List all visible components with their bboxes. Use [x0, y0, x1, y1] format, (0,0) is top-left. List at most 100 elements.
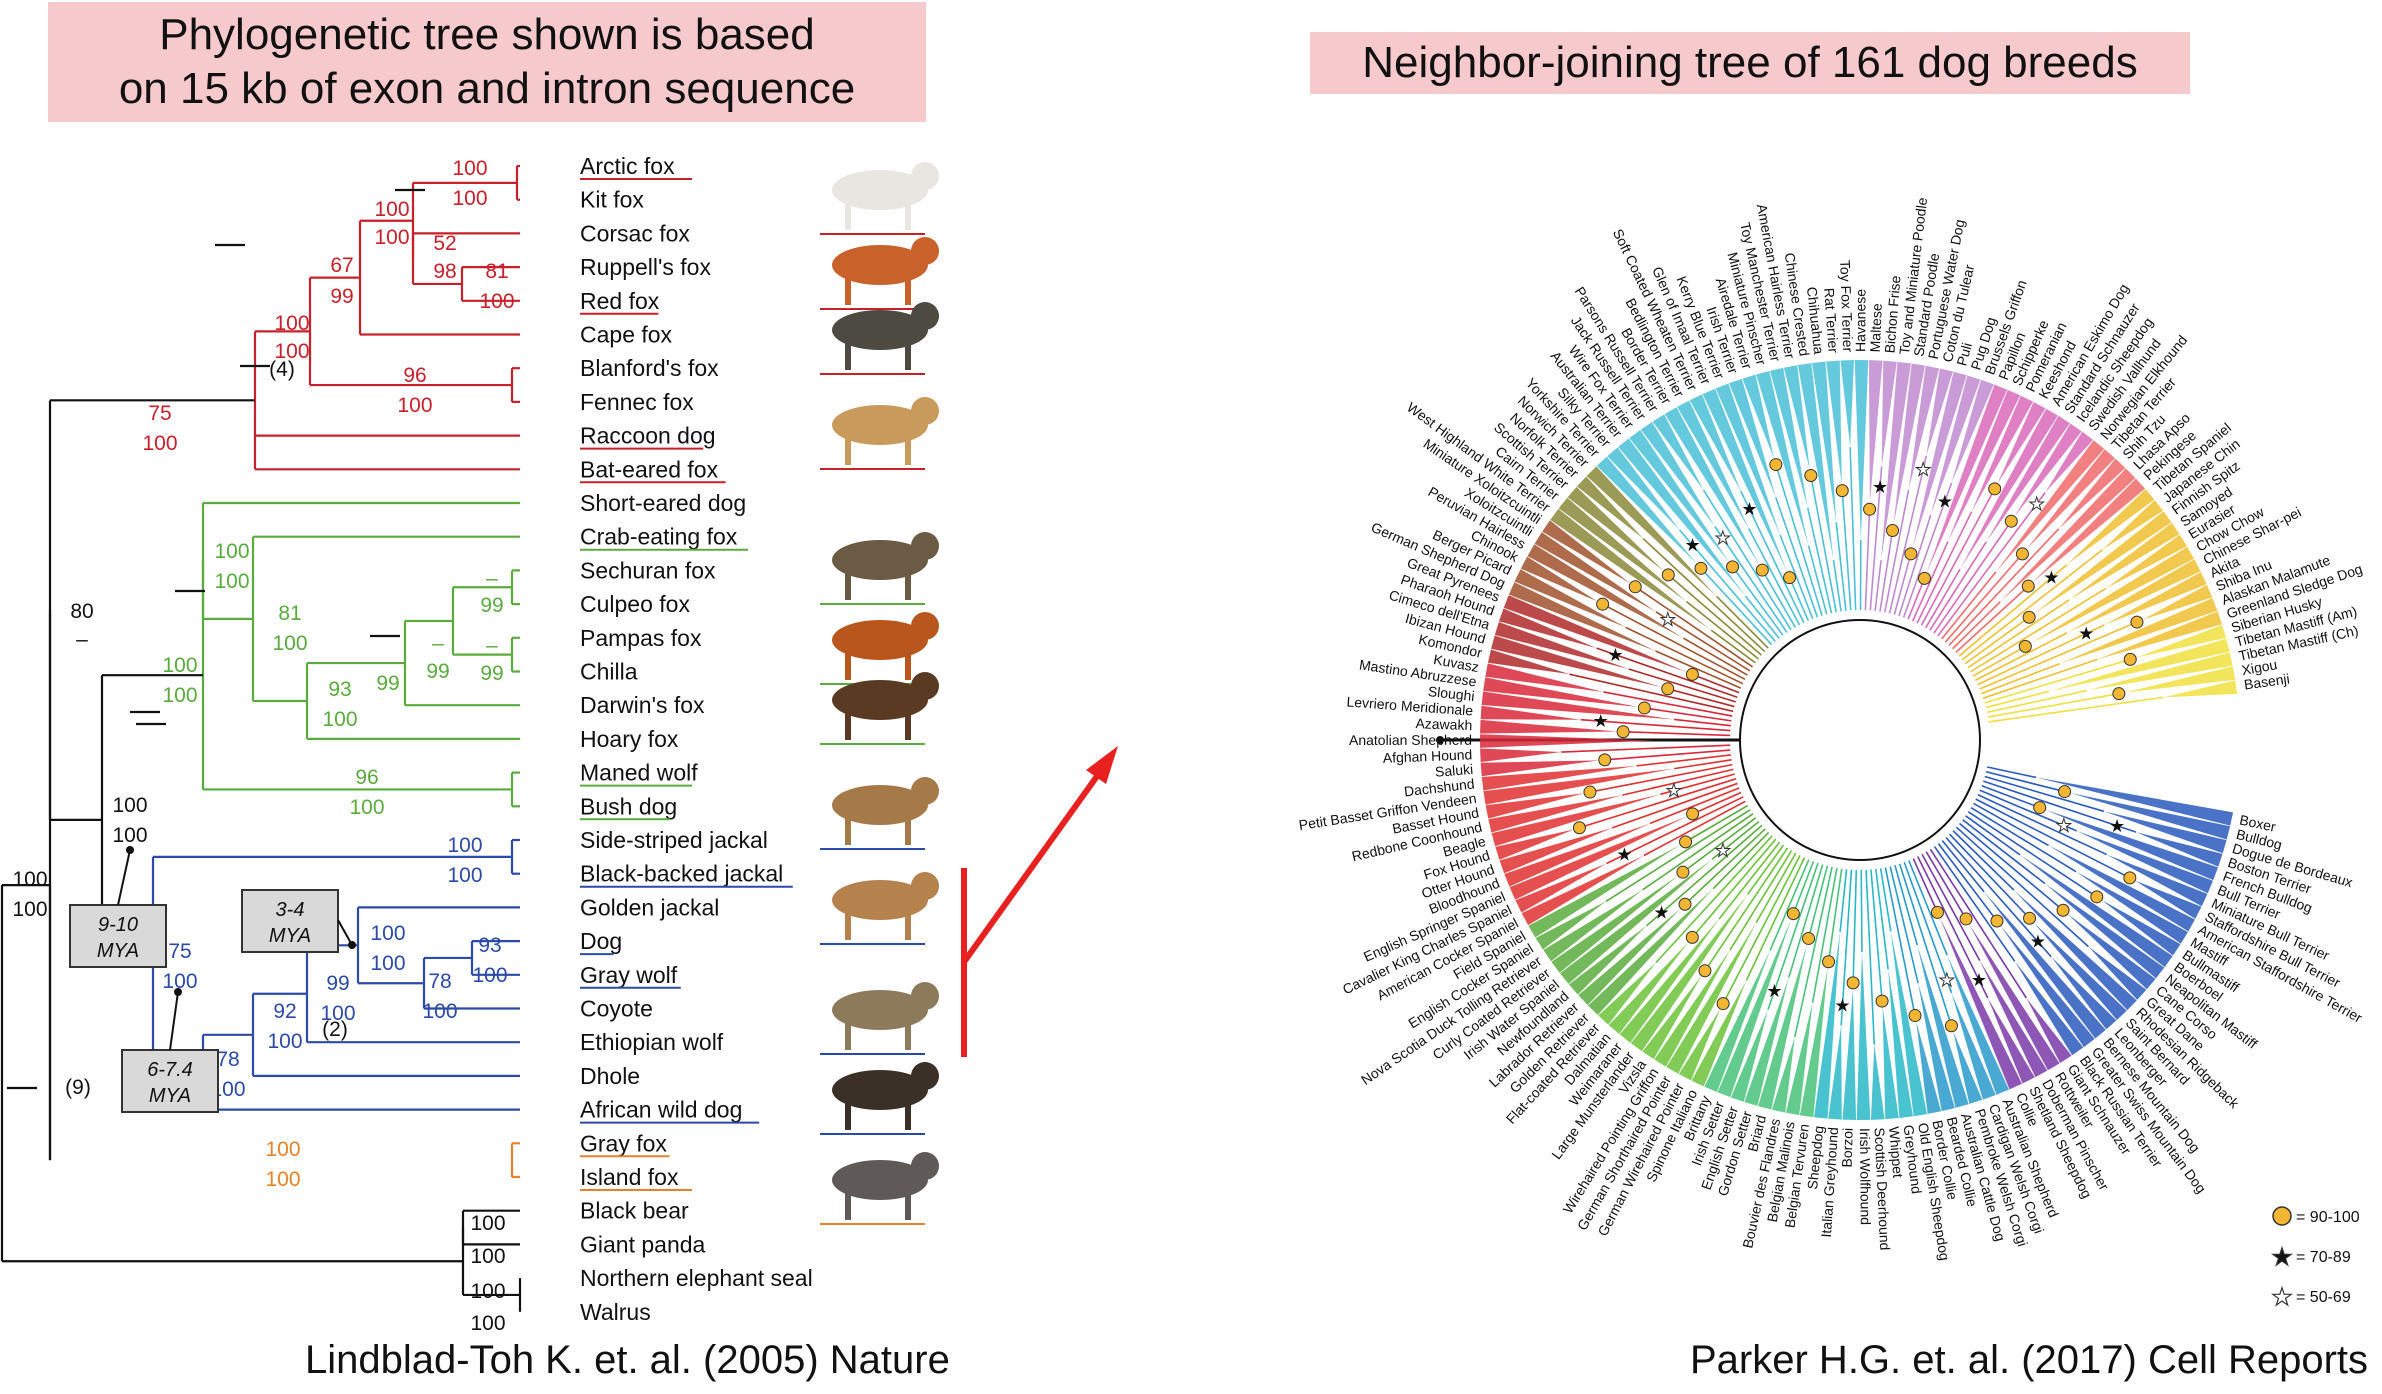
breed-label: Irish Wolfhound: [1857, 1128, 1874, 1225]
tree-branch: [1643, 800, 1746, 857]
right-title: Neighbor-joining tree of 161 dog breeds: [1310, 32, 2190, 94]
support-value: 100: [322, 708, 357, 731]
support-value: –: [486, 567, 498, 590]
breed-label: Rat Terrier: [1821, 287, 1842, 353]
support-dot: [2058, 785, 2072, 799]
tree-branch: [1870, 869, 1884, 1008]
taxon-label: Corsac fox: [580, 220, 690, 246]
left-phylogenetic-tree: Arctic fox Kit fox Corsac fox Ruppell's fox…: [0, 153, 939, 1330]
legend-label: = 70-89: [2296, 1249, 2351, 1266]
breed-wedge: [1799, 967, 1828, 1118]
taxon-label: Walrus: [580, 1299, 651, 1325]
breed-wedge: [2097, 611, 2222, 660]
breed-label: Azawakh: [1415, 715, 1472, 733]
tree-branch: [1985, 771, 2071, 794]
animal-illustration: [820, 397, 939, 470]
support-value: 81: [278, 602, 301, 625]
tree-branch: [1955, 826, 2089, 948]
taxon-label: Gray fox: [580, 1130, 667, 1156]
tree-branch: [1879, 524, 1895, 612]
tree-branch: [1965, 815, 2021, 856]
taxon-label: Cape fox: [580, 322, 673, 348]
breed-wedge: [1598, 962, 1656, 1025]
breed-wedge: [1678, 1008, 1721, 1081]
tree-branch: [1642, 813, 1754, 891]
support-value: 100: [210, 1078, 245, 1101]
tree-branch: [1744, 595, 1780, 639]
breed-wedge: [1854, 360, 1869, 541]
animal-illustration: [820, 162, 939, 235]
breed-label: Saluki: [1434, 761, 1473, 780]
breed-wedge: [1495, 829, 1574, 860]
tree-branch: [1629, 582, 1754, 668]
breed-wedge: [1882, 1007, 1899, 1120]
breed-wedge: [1715, 383, 1781, 536]
tree-branch: [1638, 706, 1732, 722]
breed-wedge: [1480, 734, 1655, 748]
support-value: –: [486, 634, 498, 657]
support-dot: [1716, 997, 1730, 1011]
breed-wedge: [1520, 556, 1598, 602]
tree-branch: [1949, 833, 2035, 924]
breed-wedge: [1997, 401, 2046, 484]
support-star-black: ★: [2043, 568, 2059, 588]
taxon-label: Blanford's fox: [580, 355, 719, 381]
tree-branch: [1970, 806, 2077, 873]
breed-wedge: [2105, 534, 2187, 589]
tree-branch: [1806, 507, 1833, 614]
tree-branch: [1964, 613, 2035, 665]
breed-wedge: [1508, 582, 1656, 652]
support-dot: [1685, 930, 1699, 944]
taxon-label: Ruppell's fox: [580, 254, 711, 280]
taxon-label: Red fox: [580, 288, 660, 314]
taxon-label: Gray wolf: [580, 962, 678, 988]
tree-branch: [1655, 611, 1751, 672]
tree-branch: [1973, 802, 2049, 847]
taxon-label: Kit fox: [580, 187, 644, 213]
breed-wedge: [2020, 854, 2173, 968]
breed-wedge: [1960, 408, 2058, 570]
breed-wedge: [2032, 478, 2146, 583]
breed-wedge: [1797, 363, 1834, 560]
tree-branch: [1889, 866, 1919, 984]
legend-dot-icon: [2272, 1206, 2292, 1226]
tree-core: [1739, 619, 1981, 861]
support-dot: [1886, 524, 1900, 538]
breed-wedge: [1550, 508, 1712, 631]
tree-branch: [1636, 754, 1731, 767]
tree-branch: [1679, 804, 1749, 846]
support-value: 100: [265, 1138, 300, 1161]
support-value: –: [432, 632, 444, 655]
support-dot: [1598, 753, 1612, 767]
support-dot: [2004, 514, 2018, 528]
breed-wedge: [2088, 946, 2147, 1000]
breed-wedge: [1881, 360, 1897, 467]
breed-wedge: [1483, 677, 1639, 708]
tree-branch: [1774, 496, 1819, 618]
breed-label: Borzoi: [1839, 1128, 1856, 1168]
support-dot: [1679, 835, 1693, 849]
support-star-black: ★: [2109, 816, 2125, 836]
breed-wedge: [2163, 680, 2238, 698]
tree-branch: [1687, 838, 1777, 943]
tree-branch: [1987, 691, 2125, 718]
support-dot: [2023, 911, 2037, 925]
breed-wedge: [2076, 871, 2188, 944]
left-citation: Lindblad-Toh K. et. al. (2005) Nature: [305, 1338, 950, 1382]
breed-wedge: [1608, 941, 1689, 1034]
taxon-label: Black-backed jackal: [580, 861, 783, 887]
breed-wedge: [2030, 546, 2194, 644]
tree-branch: [1970, 587, 2107, 673]
taxon-label: Bush dog: [580, 793, 677, 819]
support-dot: [1616, 725, 1630, 739]
breed-wedge: [1939, 917, 2022, 1090]
svg-text:6-7.4: 6-7.4: [147, 1059, 193, 1081]
support-star-white: ★: [2029, 494, 2045, 514]
tree-branch: [1779, 534, 1814, 620]
support-dot: [2022, 610, 2036, 624]
breed-wedge: [1588, 888, 1714, 1016]
breed-wedge: [2058, 458, 2126, 529]
breed-wedge: [2045, 809, 2219, 881]
tree-branch: [1603, 691, 1733, 717]
support-value: 100: [472, 964, 507, 987]
